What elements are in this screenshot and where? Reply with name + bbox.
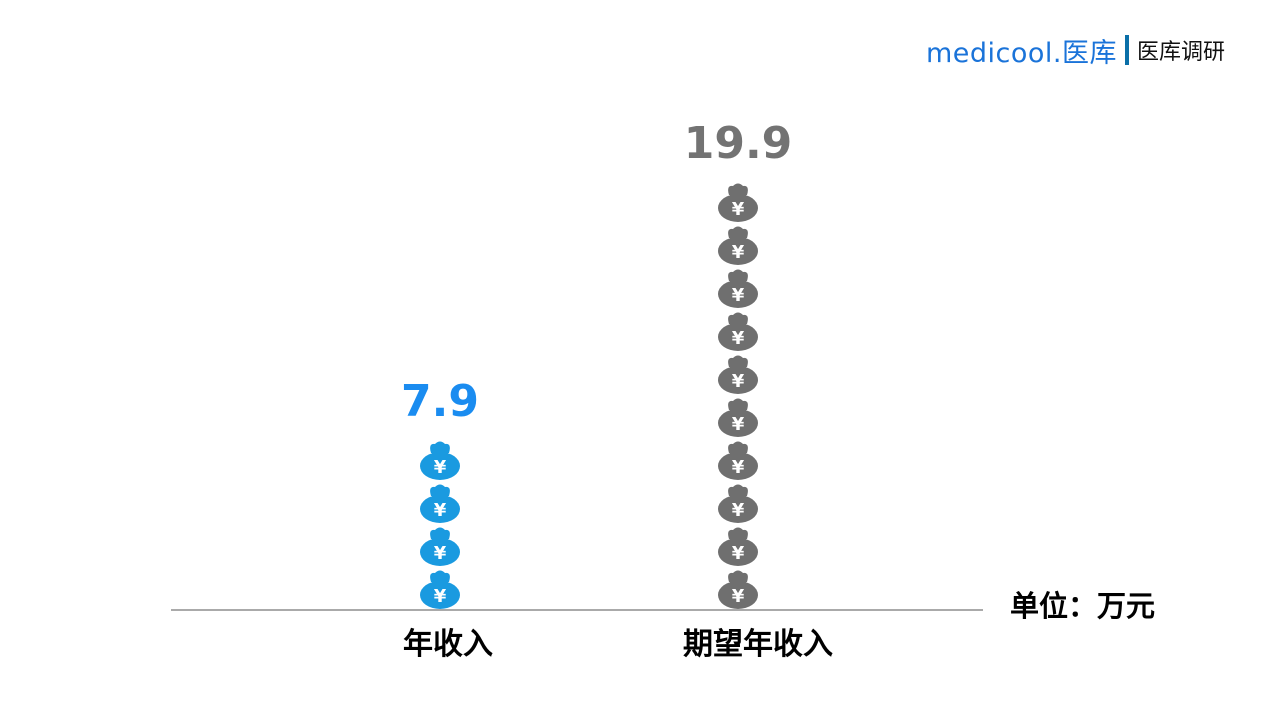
logo-subtitle: 医库调研 <box>1137 40 1226 65</box>
money-bag-icon: ¥ <box>718 527 758 566</box>
svg-text:¥: ¥ <box>732 500 745 521</box>
svg-text:¥: ¥ <box>732 414 745 435</box>
money-bag-icon: ¥ <box>718 269 758 308</box>
money-bag-icon: ¥ <box>718 312 758 351</box>
category-label: 年收入 <box>403 627 493 662</box>
svg-text:¥: ¥ <box>732 242 745 263</box>
money-bag-icon: ¥ <box>718 183 758 222</box>
svg-text:¥: ¥ <box>732 586 745 607</box>
svg-text:¥: ¥ <box>434 457 447 478</box>
svg-text:¥: ¥ <box>434 500 447 521</box>
value-label: 19.9 <box>684 118 793 169</box>
svg-text:¥: ¥ <box>732 371 745 392</box>
money-bag-icon: ¥ <box>420 441 460 480</box>
money-bag-icon: ¥ <box>420 570 460 609</box>
money-bag-icon: ¥ <box>718 484 758 523</box>
money-bag-icon: ¥ <box>718 398 758 437</box>
svg-text:¥: ¥ <box>732 543 745 564</box>
money-bag-icon: ¥ <box>718 226 758 265</box>
logo-brand: medicool.医库 <box>926 37 1118 69</box>
svg-text:¥: ¥ <box>732 285 745 306</box>
svg-text:¥: ¥ <box>732 457 745 478</box>
unit-label: 单位：万元 <box>1010 589 1155 623</box>
money-bag-icon: ¥ <box>718 570 758 609</box>
money-bag-icon: ¥ <box>718 355 758 394</box>
money-bag-icon: ¥ <box>718 441 758 480</box>
logo: medicool.医库 医库调研 <box>926 34 1226 69</box>
svg-text:¥: ¥ <box>732 199 745 220</box>
svg-text:¥: ¥ <box>434 543 447 564</box>
logo-divider <box>1125 35 1130 65</box>
money-bag-icon: ¥ <box>420 527 460 566</box>
svg-text:¥: ¥ <box>434 586 447 607</box>
money-bag-icon: ¥ <box>420 484 460 523</box>
svg-text:¥: ¥ <box>732 328 745 349</box>
value-label: 7.9 <box>401 376 479 427</box>
category-label: 期望年收入 <box>683 627 833 662</box>
